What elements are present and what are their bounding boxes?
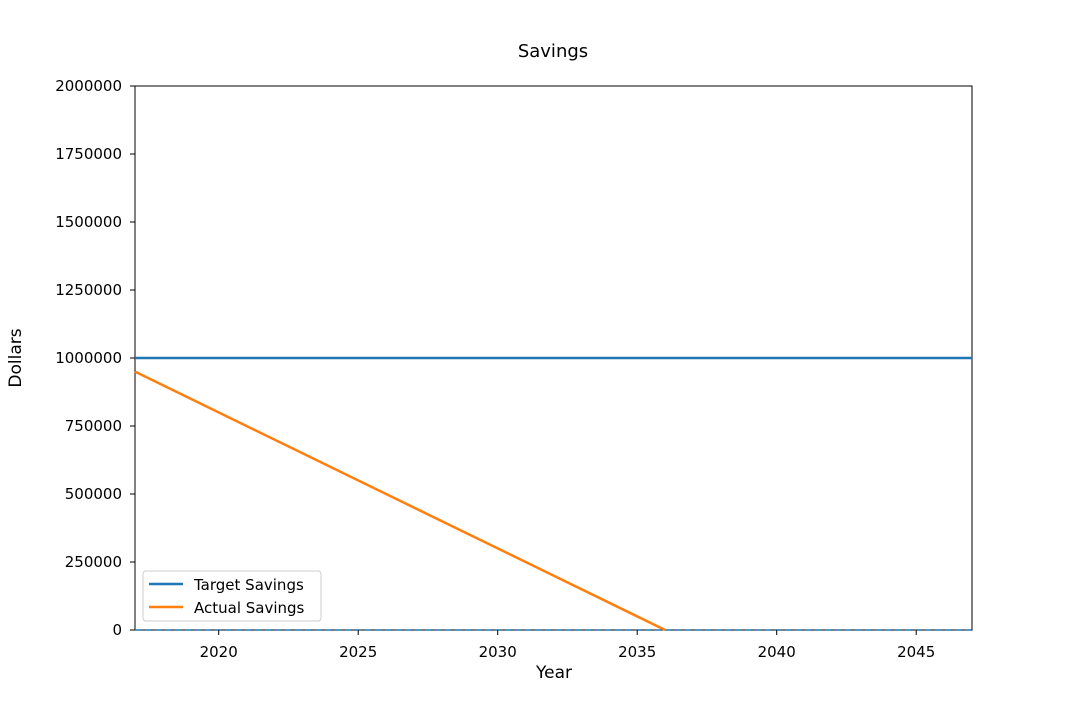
legend-label-target-savings: Target Savings [193,576,304,594]
chart-title: Savings [518,41,588,62]
x-tick-label-2040: 2040 [758,643,796,661]
chart-legend: Target Savings Actual Savings [142,570,322,622]
y-tick-label-2000000: 2000000 [55,77,122,95]
plot-area [134,85,973,632]
series-line-actual-savings [134,370,666,632]
y-tick-label-1000000: 1000000 [55,349,122,367]
y-tick-label-1500000: 1500000 [55,213,122,231]
y-tick-label-500000: 500000 [65,485,122,503]
data-lines [134,356,972,632]
y-axis-title: Dollars [6,328,26,387]
x-tick-label-2045: 2045 [897,643,935,661]
y-tick-label-750000: 750000 [65,417,122,435]
x-tick-label-2030: 2030 [479,643,517,661]
legend-box [142,570,322,622]
y-tick-label-1750000: 1750000 [55,145,122,163]
y-axis-ticks: 0 250000 500000 750000 1000000 1250000 1500000… [55,77,135,639]
x-tick-label-2020: 2020 [200,643,238,661]
x-axis-title: Year [535,663,572,683]
y-tick-label-1250000: 1250000 [55,281,122,299]
x-tick-label-2025: 2025 [339,643,377,661]
x-axis-ticks: 2020 2025 2030 2035 2040 2045 [200,630,935,661]
x-tick-label-2035: 2035 [618,643,656,661]
y-tick-label-250000: 250000 [65,553,122,571]
y-tick-label-0: 0 [112,621,122,639]
legend-label-actual-savings: Actual Savings [194,599,305,617]
